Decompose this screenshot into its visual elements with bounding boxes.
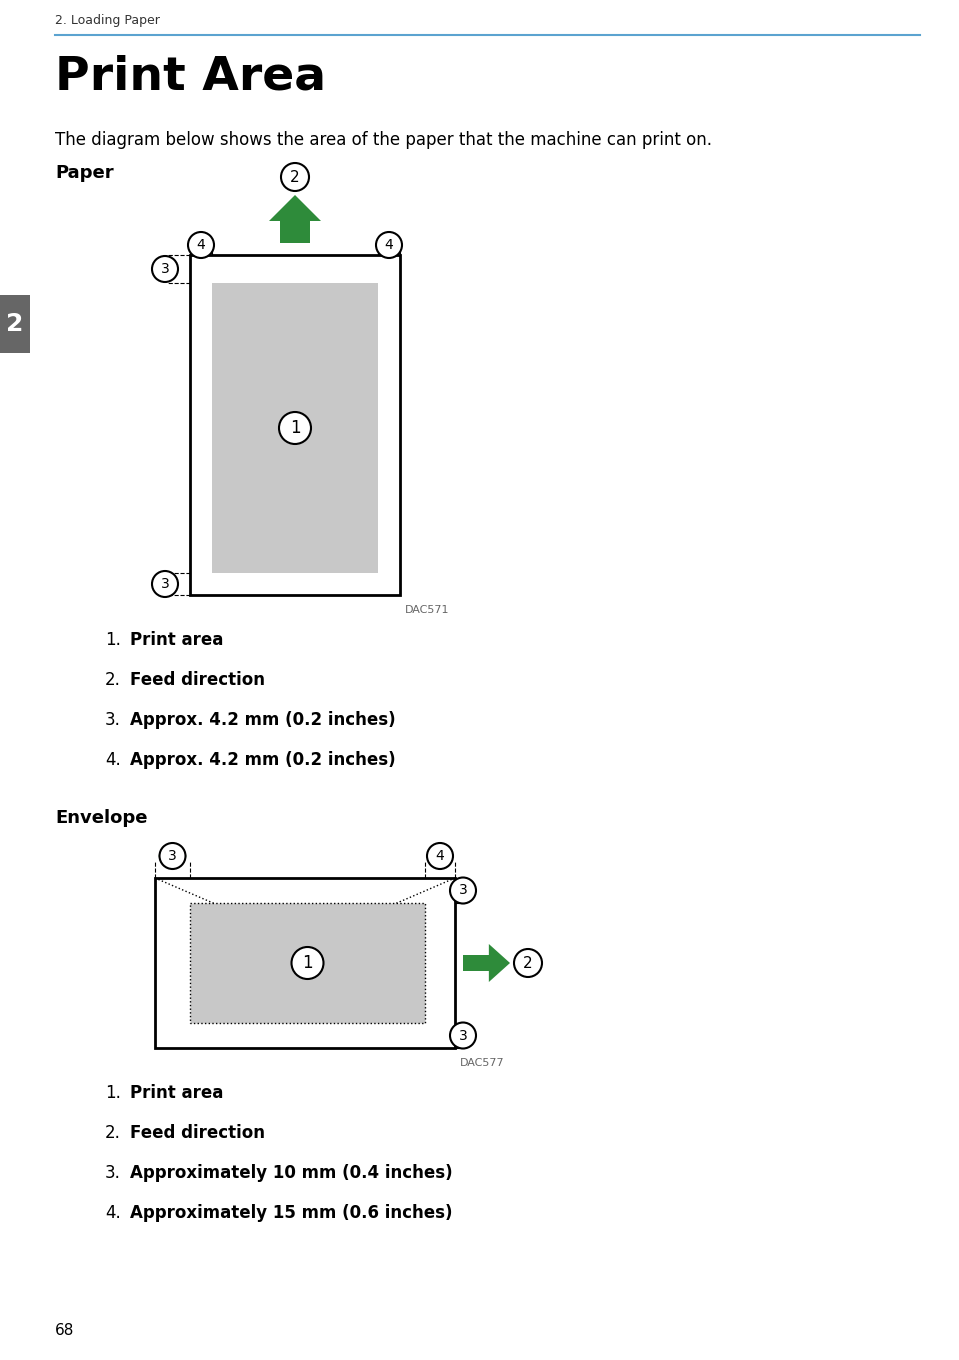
Text: 2: 2 [7, 311, 24, 336]
Circle shape [279, 412, 311, 443]
Text: 2. Loading Paper: 2. Loading Paper [55, 14, 160, 27]
Circle shape [514, 949, 542, 976]
Bar [190, 903, 425, 1023]
Text: DAC577: DAC577 [460, 1058, 504, 1068]
Text: Envelope: Envelope [55, 809, 148, 827]
Circle shape [152, 256, 178, 282]
Text: 4.: 4. [105, 751, 121, 768]
Text: 68: 68 [55, 1323, 75, 1338]
Circle shape [281, 163, 309, 190]
Bar [0, 295, 30, 354]
Text: Approx. 4.2 mm (0.2 inches): Approx. 4.2 mm (0.2 inches) [130, 711, 396, 729]
Circle shape [427, 843, 453, 869]
Text: 1.: 1. [105, 631, 121, 649]
Text: 2.: 2. [105, 670, 121, 690]
Text: Print area: Print area [130, 1084, 223, 1102]
Circle shape [292, 947, 323, 979]
Circle shape [450, 877, 476, 903]
Text: 2: 2 [291, 170, 300, 185]
Polygon shape [269, 194, 321, 243]
Text: 2: 2 [524, 956, 533, 971]
Text: 1: 1 [290, 419, 300, 437]
Text: 3: 3 [160, 262, 170, 276]
Text: 3: 3 [160, 577, 170, 592]
Text: Print area: Print area [130, 631, 223, 649]
Bar [155, 879, 455, 1049]
Text: Paper: Paper [55, 165, 113, 182]
Circle shape [152, 571, 178, 597]
Text: 2.: 2. [105, 1123, 121, 1142]
Circle shape [159, 843, 185, 869]
Text: Print Area: Print Area [55, 54, 326, 101]
Text: 4.: 4. [105, 1204, 121, 1223]
Text: Approx. 4.2 mm (0.2 inches): Approx. 4.2 mm (0.2 inches) [130, 751, 396, 768]
Text: 1.: 1. [105, 1084, 121, 1102]
Text: 3: 3 [458, 1028, 467, 1043]
Text: DAC571: DAC571 [405, 605, 450, 615]
Text: 3: 3 [168, 849, 176, 864]
Text: 4: 4 [197, 238, 205, 252]
Text: 3: 3 [458, 884, 467, 898]
Text: 4: 4 [385, 238, 393, 252]
Text: Feed direction: Feed direction [130, 670, 265, 690]
Text: 3.: 3. [105, 1164, 121, 1182]
Text: 1: 1 [302, 953, 313, 972]
Polygon shape [463, 944, 510, 982]
Bar [212, 283, 378, 573]
Text: Approximately 10 mm (0.4 inches): Approximately 10 mm (0.4 inches) [130, 1164, 453, 1182]
Circle shape [376, 233, 402, 258]
Text: 3.: 3. [105, 711, 121, 729]
Text: Feed direction: Feed direction [130, 1123, 265, 1142]
Circle shape [450, 1023, 476, 1049]
Bar [190, 256, 400, 596]
Text: The diagram below shows the area of the paper that the machine can print on.: The diagram below shows the area of the … [55, 131, 712, 150]
Text: Approximately 15 mm (0.6 inches): Approximately 15 mm (0.6 inches) [130, 1204, 453, 1223]
Circle shape [188, 233, 214, 258]
Text: 4: 4 [435, 849, 444, 864]
